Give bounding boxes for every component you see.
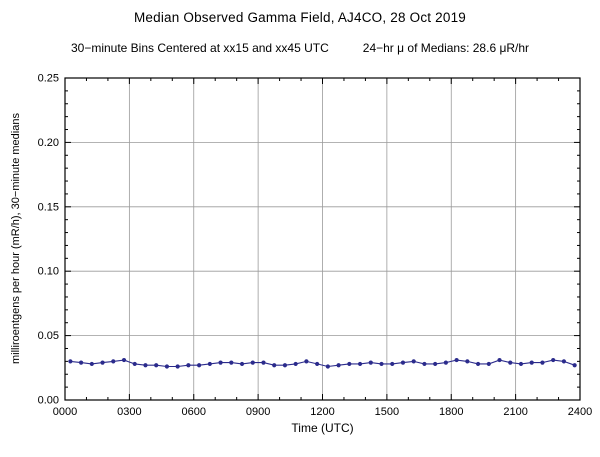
svg-text:1500: 1500 <box>375 406 399 418</box>
svg-text:0.25: 0.25 <box>38 73 59 85</box>
svg-text:0000: 0000 <box>53 406 77 418</box>
median-series <box>68 357 577 369</box>
svg-text:2100: 2100 <box>503 406 527 418</box>
svg-text:2400: 2400 <box>568 406 592 418</box>
svg-text:0.00: 0.00 <box>38 395 59 407</box>
axis-ticks <box>64 77 581 401</box>
tick-labels: 0000 0300 0600 0900 1200 1500 1800 2100 2400 0.00… <box>38 73 593 419</box>
chart-subtitle: 30−minute Bins Centered at xx15 and xx45… <box>0 41 600 55</box>
x-axis-label: Time (UTC) <box>291 421 354 435</box>
chart-subtitle-bins: 30−minute Bins Centered at xx15 and xx45… <box>70 41 329 55</box>
svg-text:0.20: 0.20 <box>38 137 59 149</box>
svg-text:0.15: 0.15 <box>38 201 59 213</box>
svg-text:0.05: 0.05 <box>38 330 59 342</box>
svg-text:0600: 0600 <box>182 406 206 418</box>
svg-text:0300: 0300 <box>117 406 141 418</box>
chart-subtitle-mean: 24−hr μ of Medians: 28.6 μR/hr <box>362 41 530 55</box>
svg-text:1200: 1200 <box>310 406 334 418</box>
grid-lines <box>65 78 580 400</box>
svg-text:0900: 0900 <box>246 406 270 418</box>
chart-title: Median Observed Gamma Field, AJ4CO, 28 O… <box>133 10 467 25</box>
y-axis-label: milliroentgens per hour (mR/h), 30−minut… <box>10 113 22 365</box>
svg-text:0.10: 0.10 <box>38 266 59 278</box>
svg-text:1800: 1800 <box>439 406 463 418</box>
